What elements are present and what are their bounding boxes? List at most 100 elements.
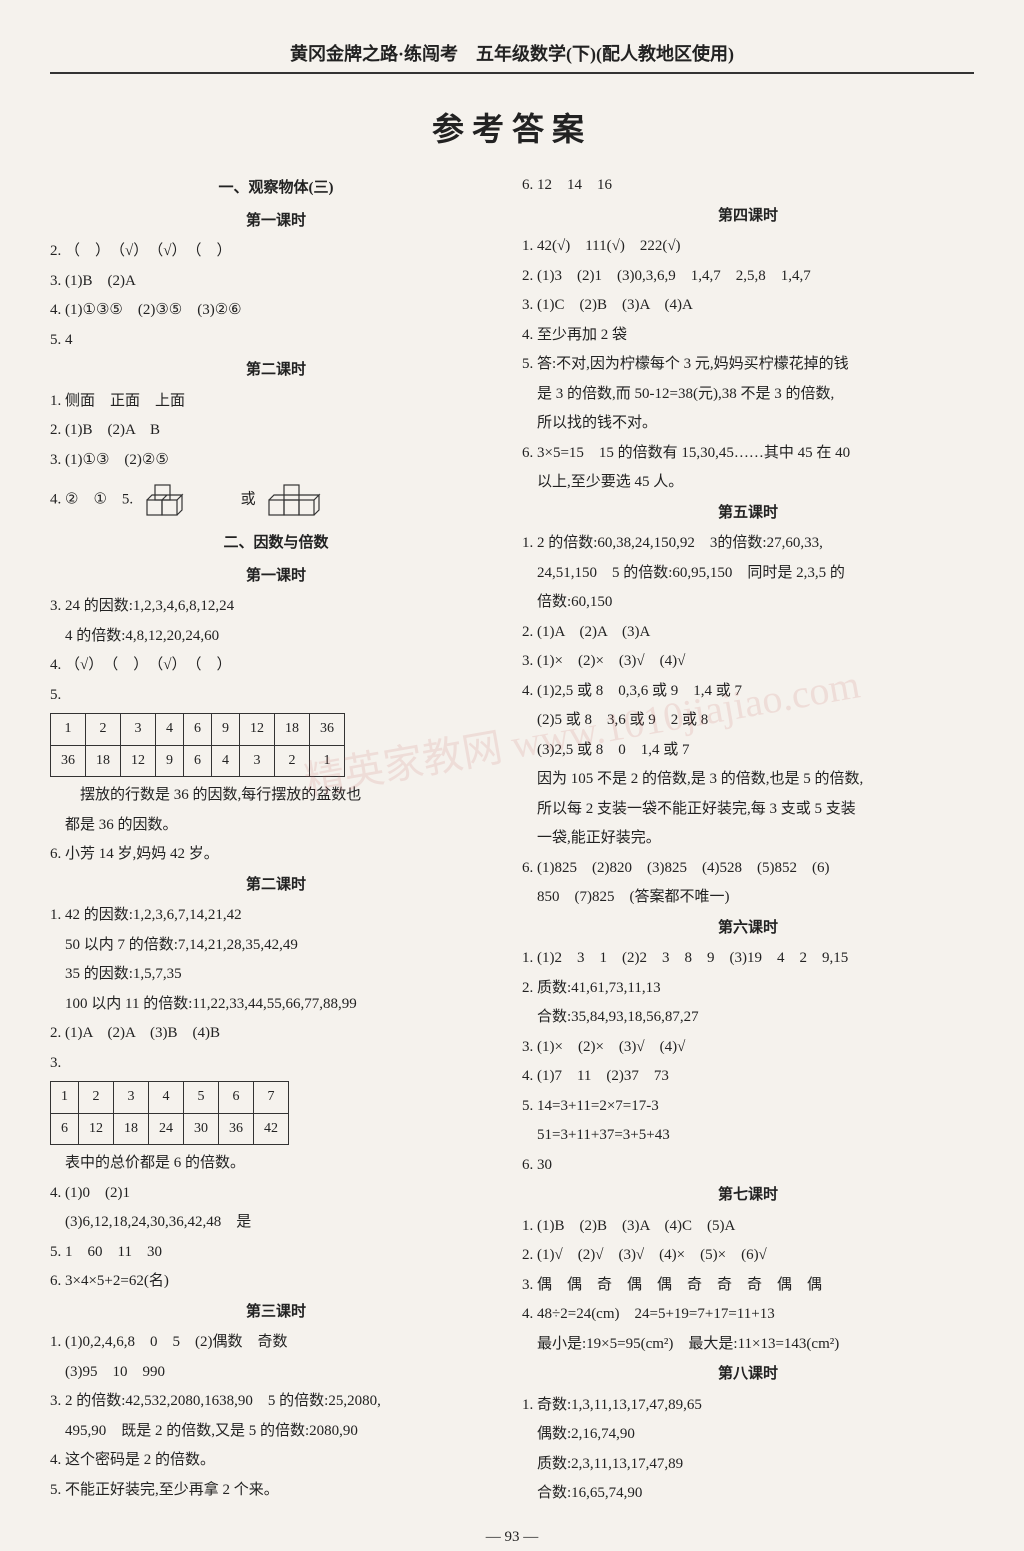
table-cell: 36 xyxy=(51,745,86,777)
table-cell: 3 xyxy=(121,714,156,746)
answer-line: 3. (1)C (2)B (3)A (4)A xyxy=(522,291,974,320)
answer-line: 6. 3×5=15 15 的倍数有 15,30,45……其中 45 在 40 xyxy=(522,439,974,468)
lesson-title: 第二课时 xyxy=(50,871,502,900)
right-column: 6. 12 14 16 第四课时 1. 42(√) 111(√) 222(√) … xyxy=(522,170,974,1509)
answer-line: 1. 42 的因数:1,2,3,6,7,14,21,42 xyxy=(50,901,502,930)
answer-line: 51=3+11+37=3+5+43 xyxy=(522,1121,974,1150)
answer-line: 1. 42(√) 111(√) 222(√) xyxy=(522,232,974,261)
table-cell: 3 xyxy=(114,1082,149,1114)
table-cell: 2 xyxy=(79,1082,114,1114)
answer-line: 850 (7)825 (答案都不唯一) xyxy=(522,883,974,912)
answer-line: 6. 12 14 16 xyxy=(522,171,974,200)
answer-line: 是 3 的倍数,而 50-12=38(元),38 不是 3 的倍数, xyxy=(522,380,974,409)
table-cell: 12 xyxy=(79,1113,114,1145)
answer-line: 3. 1 2 3 4 5 6 7 6 12 18 24 30 36 xyxy=(50,1049,502,1146)
factors-table: 1 2 3 4 6 9 12 18 36 36 18 12 9 6 4 xyxy=(50,713,345,777)
table-cell: 4 xyxy=(212,745,240,777)
table-cell: 6 xyxy=(184,745,212,777)
answer-line: (3)2,5 或 8 0 1,4 或 7 xyxy=(522,736,974,765)
section-title: 二、因数与倍数 xyxy=(50,529,502,558)
answer-line: 2. 质数:41,61,73,11,13 xyxy=(522,974,974,1003)
table-cell: 12 xyxy=(121,745,156,777)
answer-line: 4. ② ① 5. 或 xyxy=(50,475,502,525)
answer-line: 5. 1 2 3 4 6 9 12 18 36 36 18 12 9 xyxy=(50,681,502,778)
table-cell: 42 xyxy=(254,1113,289,1145)
answer-line: 表中的总价都是 6 的倍数。 xyxy=(50,1149,502,1178)
answer-line: 6. 3×4×5+2=62(名) xyxy=(50,1267,502,1296)
answer-line: 3. 24 的因数:1,2,3,4,6,8,12,24 xyxy=(50,592,502,621)
answer-line: 4 的倍数:4,8,12,20,24,60 xyxy=(50,622,502,651)
table-cell: 1 xyxy=(310,745,345,777)
main-title: 参考答案 xyxy=(50,104,974,150)
answer-line: 3. 2 的倍数:42,532,2080,1638,90 5 的倍数:25,20… xyxy=(50,1387,502,1416)
answer-line: 一袋,能正好装完。 xyxy=(522,824,974,853)
lesson-title: 第一课时 xyxy=(50,207,502,236)
table-cell: 2 xyxy=(86,714,121,746)
answer-line: 2. (1)B (2)A B xyxy=(50,416,502,445)
table-cell: 1 xyxy=(51,714,86,746)
cube-diagram-icon xyxy=(259,475,359,525)
answer-line: 合数:16,65,74,90 xyxy=(522,1479,974,1508)
answer-line: 3. (1)× (2)× (3)√ (4)√ xyxy=(522,647,974,676)
lesson-title: 第七课时 xyxy=(522,1181,974,1210)
answer-line: 4. (1)0 (2)1 xyxy=(50,1179,502,1208)
table-cell: 24 xyxy=(149,1113,184,1145)
table-cell: 9 xyxy=(156,745,184,777)
answer-line: 所以每 2 支装一袋不能正好装完,每 3 支或 5 支装 xyxy=(522,795,974,824)
answer-line: 6. 小芳 14 岁,妈妈 42 岁。 xyxy=(50,840,502,869)
answer-line: 4. (1)2,5 或 8 0,3,6 或 9 1,4 或 7 xyxy=(522,677,974,706)
answer-line: 4. (1)7 11 (2)37 73 xyxy=(522,1062,974,1091)
answer-line: 3. (1)× (2)× (3)√ (4)√ xyxy=(522,1033,974,1062)
answer-line: 24,51,150 5 的倍数:60,95,150 同时是 2,3,5 的 xyxy=(522,559,974,588)
answer-line: 摆放的行数是 36 的因数,每行摆放的盆数也 xyxy=(50,781,502,810)
answer-line: 1. (1)0,2,4,6,8 0 5 (2)偶数 奇数 xyxy=(50,1328,502,1357)
answer-line: 合数:35,84,93,18,56,87,27 xyxy=(522,1003,974,1032)
answer-line: (3)95 10 990 xyxy=(50,1358,502,1387)
answer-line: 2. (1)3 (2)1 (3)0,3,6,9 1,4,7 2,5,8 1,4,… xyxy=(522,262,974,291)
answer-line: 4. 至少再加 2 袋 xyxy=(522,321,974,350)
table-cell: 4 xyxy=(156,714,184,746)
table-cell: 6 xyxy=(219,1082,254,1114)
table-cell: 6 xyxy=(184,714,212,746)
answer-line: 2. （ ） （√） （√） （ ） xyxy=(50,237,502,266)
answer-line: 1. 2 的倍数:60,38,24,150,92 3的倍数:27,60,33, xyxy=(522,529,974,558)
answer-line: 50 以内 7 的倍数:7,14,21,28,35,42,49 xyxy=(50,931,502,960)
answer-line: 1. 奇数:1,3,11,13,17,47,89,65 xyxy=(522,1391,974,1420)
answer-line: 5. 4 xyxy=(50,326,502,355)
answer-line: 2. (1)A (2)A (3)A xyxy=(522,618,974,647)
answer-line: 4. 48÷2=24(cm) 24=5+19=7+17=11+13 xyxy=(522,1300,974,1329)
question-num: 5. xyxy=(50,687,61,703)
answer-line: 495,90 既是 2 的倍数,又是 5 的倍数:2080,90 xyxy=(50,1417,502,1446)
answer-line: 最小是:19×5=95(cm²) 最大是:11×13=143(cm²) xyxy=(522,1330,974,1359)
table-cell: 36 xyxy=(219,1113,254,1145)
answer-line: 3. 偶 偶 奇 偶 偶 奇 奇 奇 偶 偶 xyxy=(522,1271,974,1300)
answer-line: 以上,至少要选 45 人。 xyxy=(522,468,974,497)
table-cell: 1 xyxy=(51,1082,79,1114)
table-cell: 18 xyxy=(114,1113,149,1145)
answer-line: 1. (1)B (2)B (3)A (4)C (5)A xyxy=(522,1212,974,1241)
lesson-title: 第四课时 xyxy=(522,202,974,231)
answer-line: 1. 侧面 正面 上面 xyxy=(50,387,502,416)
lesson-title: 第一课时 xyxy=(50,562,502,591)
answer-line: 2. (1)A (2)A (3)B (4)B xyxy=(50,1019,502,1048)
answer-line: 3. (1)①③ (2)②⑤ xyxy=(50,446,502,475)
answer-line: 2. (1)√ (2)√ (3)√ (4)× (5)× (6)√ xyxy=(522,1241,974,1270)
lesson-title: 第五课时 xyxy=(522,499,974,528)
lesson-title: 第六课时 xyxy=(522,914,974,943)
content-columns: 一、观察物体(三) 第一课时 2. （ ） （√） （√） （ ） 3. (1)… xyxy=(50,170,974,1509)
answer-line: 5. 不能正好装完,至少再拿 2 个来。 xyxy=(50,1476,502,1505)
page-header: 黄冈金牌之路·练闯考 五年级数学(下)(配人教地区使用) xyxy=(50,40,974,74)
answer-text: 4. ② ① 5. xyxy=(50,491,133,507)
table-cell: 9 xyxy=(212,714,240,746)
answer-line: (2)5 或 8 3,6 或 9 2 或 8 xyxy=(522,706,974,735)
answer-line: 偶数:2,16,74,90 xyxy=(522,1420,974,1449)
question-num: 3. xyxy=(50,1055,61,1071)
table-cell: 18 xyxy=(86,745,121,777)
answer-line: 质数:2,3,11,13,17,47,89 xyxy=(522,1450,974,1479)
answer-line: 4. (1)①③⑤ (2)③⑤ (3)②⑥ xyxy=(50,296,502,325)
answer-line: 因为 105 不是 2 的倍数,是 3 的倍数,也是 5 的倍数, xyxy=(522,765,974,794)
or-text: 或 xyxy=(241,491,256,507)
answer-line: (3)6,12,18,24,30,36,42,48 是 xyxy=(50,1208,502,1237)
answer-line: 35 的因数:1,5,7,35 xyxy=(50,960,502,989)
lesson-title: 第八课时 xyxy=(522,1360,974,1389)
